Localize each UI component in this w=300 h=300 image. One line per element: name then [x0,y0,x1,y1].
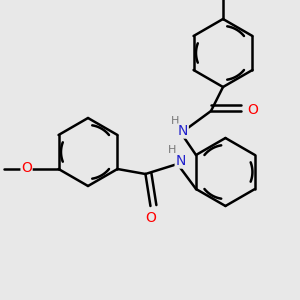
Text: N: N [175,154,186,168]
Text: O: O [21,161,32,175]
Text: N: N [178,124,188,138]
Text: H: H [168,145,177,155]
Text: O: O [145,211,156,225]
Text: O: O [248,103,258,117]
Text: H: H [171,116,179,126]
